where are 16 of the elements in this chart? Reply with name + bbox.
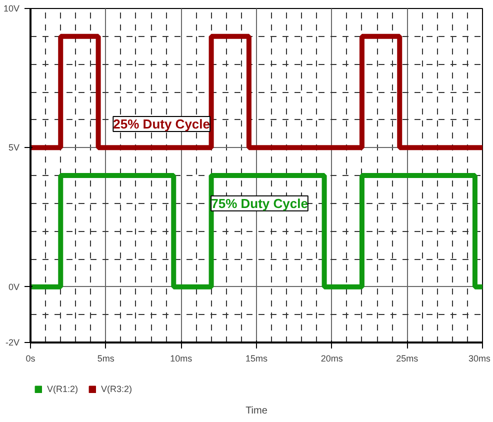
y-tick-label: 10V [3, 4, 20, 14]
x-tick-label: 10ms [170, 354, 193, 364]
x-tick-label: 30ms [468, 354, 491, 364]
x-tick-label: 15ms [245, 354, 268, 364]
annotation: 25% Duty Cycle [113, 116, 210, 132]
y-tick-label: 5V [8, 142, 20, 153]
x-tick-label: 25ms [396, 354, 419, 364]
x-tick-label: 20ms [320, 354, 344, 364]
y-tick-label: -2V [5, 338, 20, 348]
x-axis-title: Time [246, 406, 268, 416]
x-tick-label: 0s [26, 354, 36, 364]
x-tick-label: 5ms [97, 354, 115, 364]
legend-label: V(R1:2) [47, 384, 78, 394]
legend-label: V(R3:2) [101, 384, 132, 394]
y-tick-label: 0V [8, 282, 20, 292]
annotation: 75% Duty Cycle [211, 196, 308, 211]
